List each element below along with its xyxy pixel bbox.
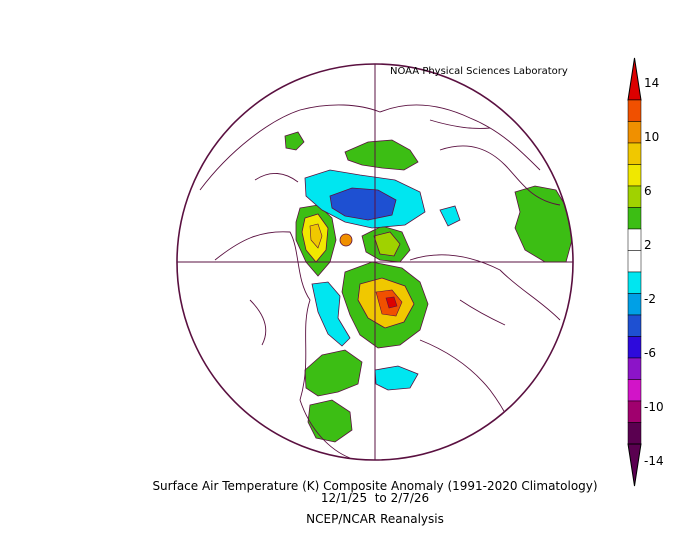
hotspot-greenland	[373, 231, 401, 257]
warm-region-east-asia	[514, 185, 573, 263]
colorbar-arrow-high	[627, 57, 642, 101]
colorbar-segment	[627, 142, 642, 165]
colorbar-segment	[627, 99, 642, 122]
colorbar-tick-label: -6	[644, 346, 656, 360]
colorbar-tick-label: -10	[644, 400, 664, 414]
colorbar-tick-label: -2	[644, 292, 656, 306]
colorbar-tick-label: 2	[644, 238, 652, 252]
warm-region-west-africa	[307, 399, 353, 443]
date-range: 12/1/25 to 2/7/26	[320, 491, 430, 505]
colorbar-segment	[627, 293, 642, 316]
colorbar-segment	[627, 271, 642, 294]
hotspot-canada-core	[309, 223, 323, 249]
colorbar-arrow-low	[627, 443, 642, 487]
colorbar-segment	[627, 185, 642, 208]
colorbar-tick-label: 14	[644, 76, 660, 90]
deep-cold-core	[329, 187, 397, 221]
colorbar-segment	[627, 379, 642, 402]
colorbar-segment	[627, 314, 642, 337]
colorbar-segment	[627, 228, 642, 251]
globe-boundary	[176, 63, 574, 461]
hotspot-small-ring	[339, 233, 353, 247]
warm-region-siberia	[344, 139, 419, 171]
cold-region-mideast	[374, 365, 419, 391]
warm-region-caribbean	[284, 131, 305, 151]
cold-region-alaska	[439, 205, 461, 227]
colorbar-segment	[627, 400, 642, 423]
polar-map	[176, 63, 574, 461]
colorbar-segment	[627, 164, 642, 187]
colorbar-segment	[627, 121, 642, 144]
colorbar-segment	[627, 250, 642, 273]
colorbar	[627, 57, 642, 487]
coastlines	[199, 104, 561, 459]
figure-title: Surface Air Temperature (K) Composite An…	[152, 479, 598, 493]
hotspot-europe-peak	[385, 296, 398, 309]
colorbar-segment	[627, 336, 642, 359]
data-source: NCEP/NCAR Reanalysis	[306, 512, 444, 526]
colorbar-tick-label: 6	[644, 184, 652, 198]
colorbar-segment	[627, 357, 642, 380]
colorbar-segment	[627, 207, 642, 230]
cold-region-scandinavia	[311, 281, 351, 347]
colorbar-segment	[627, 422, 642, 445]
anomaly-fills	[284, 131, 573, 443]
colorbar-tick-label: 10	[644, 130, 660, 144]
warm-region-north-africa	[304, 349, 363, 397]
credit-label: NOAA Physical Sciences Laboratory	[390, 66, 568, 77]
colorbar-tick-label: -14	[644, 454, 664, 468]
